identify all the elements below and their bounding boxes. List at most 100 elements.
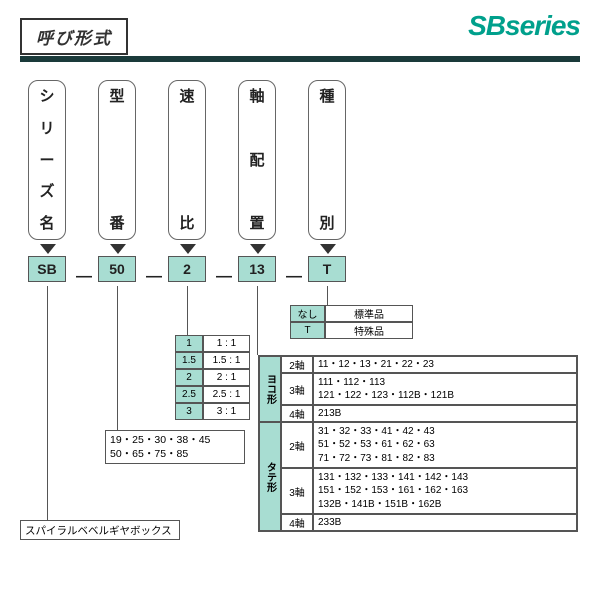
ratio-value: 3 : 1 [203, 403, 250, 420]
axis-list: 131・132・133・141・142・143 151・152・153・161・… [313, 468, 577, 514]
axis-row: 4軸213B [281, 405, 577, 422]
column-char: 番 [109, 216, 124, 231]
column-header-4: 種 別 [308, 80, 346, 240]
ratio-row: 1.51.5 : 1 [175, 352, 250, 369]
axis-list: 233B [313, 514, 577, 531]
ratio-value: 1.5 : 1 [203, 352, 250, 369]
ratio-key: 2.5 [175, 386, 203, 403]
axis-row: 4軸233B [281, 514, 577, 531]
column-3: 軸 配 置 13 [238, 80, 278, 282]
column-header-0: シリーズ名 [28, 80, 66, 240]
column-char: シ [39, 89, 54, 104]
column-char [185, 184, 189, 199]
axis-row: 3軸111・112・113 121・122・123・112B・121B [281, 373, 577, 405]
model-line-1: 19・25・30・38・45 [110, 433, 240, 447]
ratio-value: 1 : 1 [203, 335, 250, 352]
axis-shaft: 3軸 [281, 468, 313, 514]
model-numbers-box: 19・25・30・38・45 50・65・75・85 [105, 430, 245, 464]
ratio-key: 2 [175, 369, 203, 386]
column-char: 速 [179, 89, 194, 104]
connector [47, 286, 48, 520]
column-char [115, 153, 119, 168]
axis-list: 111・112・113 121・122・123・112B・121B [313, 373, 577, 405]
dash-separator: — [146, 268, 162, 286]
axis-config-table: ヨコ形2軸11・12・13・21・22・233軸111・112・113 121・… [258, 355, 578, 532]
axis-row: 2軸11・12・13・21・22・23 [281, 356, 577, 373]
column-4: 種 別 T [308, 80, 348, 282]
column-char: 種 [319, 89, 334, 104]
axis-group-label: タテ形 [259, 422, 281, 531]
type-row: T特殊品 [290, 322, 413, 339]
axis-row: 3軸131・132・133・141・142・143 151・152・153・16… [281, 468, 577, 514]
ratio-row: 11 : 1 [175, 335, 250, 352]
spiral-bevel-label: スパイラルベベルギヤボックス [20, 520, 180, 540]
axis-group-row: タテ形2軸31・32・33・41・42・43 51・52・53・61・62・63… [259, 422, 577, 531]
ratio-table: 11 : 11.51.5 : 122 : 12.52.5 : 133 : 1 [175, 335, 250, 420]
axis-shaft: 4軸 [281, 514, 313, 531]
ratio-value: 2 : 1 [203, 369, 250, 386]
axis-shaft: 2軸 [281, 422, 313, 468]
axis-list: 213B [313, 405, 577, 422]
ratio-row: 22 : 1 [175, 369, 250, 386]
chevron-down-icon [110, 244, 126, 254]
connector [257, 286, 258, 355]
column-2: 速 比2 [168, 80, 208, 282]
column-char [255, 121, 259, 136]
ratio-key: 3 [175, 403, 203, 420]
column-char: 配 [249, 153, 264, 168]
type-table: なし標準品T特殊品 [290, 305, 413, 339]
column-char [185, 153, 189, 168]
chevron-down-icon [180, 244, 196, 254]
column-header-2: 速 比 [168, 80, 206, 240]
column-char: 型 [109, 89, 124, 104]
chevron-down-icon [250, 244, 266, 254]
column-char: リ [39, 121, 54, 136]
type-row: なし標準品 [290, 305, 413, 322]
model-line-2: 50・65・75・85 [110, 447, 240, 461]
column-header-3: 軸 配 置 [238, 80, 276, 240]
column-char: 軸 [249, 89, 264, 104]
ratio-key: 1 [175, 335, 203, 352]
axis-shaft: 2軸 [281, 356, 313, 373]
column-char [325, 121, 329, 136]
axis-group-body: 2軸31・32・33・41・42・43 51・52・53・61・62・63 71… [281, 422, 577, 531]
dash-separator: — [216, 268, 232, 286]
connector [117, 286, 118, 430]
value-box-1: 50 [98, 256, 136, 282]
axis-row: 2軸31・32・33・41・42・43 51・52・53・61・62・63 71… [281, 422, 577, 468]
column-char: 比 [179, 216, 194, 231]
type-value: 特殊品 [325, 322, 413, 339]
ratio-row: 2.52.5 : 1 [175, 386, 250, 403]
spiral-text: スパイラルベベルギヤボックス [25, 523, 172, 538]
column-char: 置 [249, 216, 264, 231]
column-char [325, 153, 329, 168]
axis-list: 11・12・13・21・22・23 [313, 356, 577, 373]
column-0: シリーズ名 SB [28, 80, 68, 282]
value-box-3: 13 [238, 256, 276, 282]
page-title: 呼び形式 [20, 18, 128, 55]
dash-separator: — [286, 268, 302, 286]
axis-group-row: ヨコ形2軸11・12・13・21・22・233軸111・112・113 121・… [259, 356, 577, 422]
column-char: 名 [39, 216, 54, 231]
value-box-4: T [308, 256, 346, 282]
column-char [115, 121, 119, 136]
ratio-row: 33 : 1 [175, 403, 250, 420]
header-bar [20, 56, 580, 62]
axis-group-label: ヨコ形 [259, 356, 281, 422]
column-header-1: 型 番 [98, 80, 136, 240]
column-char: ズ [39, 184, 54, 199]
column-char [115, 184, 119, 199]
series-name: SBseries [468, 10, 580, 42]
axis-shaft: 4軸 [281, 405, 313, 422]
axis-shaft: 3軸 [281, 373, 313, 405]
value-box-0: SB [28, 256, 66, 282]
column-1: 型 番 50 [98, 80, 138, 282]
column-char: ー [39, 153, 54, 168]
ratio-key: 1.5 [175, 352, 203, 369]
dash-separator: — [76, 268, 92, 286]
column-char [185, 121, 189, 136]
chevron-down-icon [40, 244, 56, 254]
ratio-value: 2.5 : 1 [203, 386, 250, 403]
column-char [325, 184, 329, 199]
axis-list: 31・32・33・41・42・43 51・52・53・61・62・63 71・7… [313, 422, 577, 468]
